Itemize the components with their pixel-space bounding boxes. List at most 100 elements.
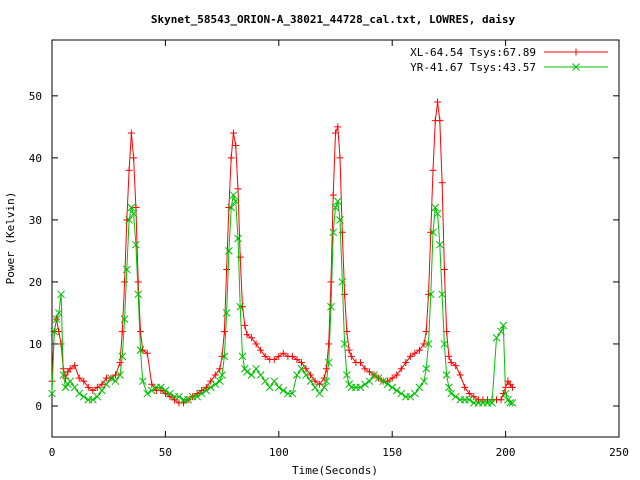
data-point bbox=[325, 340, 333, 348]
data-point bbox=[345, 346, 353, 354]
data-point bbox=[170, 396, 178, 404]
data-point bbox=[424, 340, 433, 348]
data-point bbox=[379, 377, 387, 386]
data-point bbox=[261, 377, 270, 386]
data-point bbox=[225, 247, 233, 255]
data-point bbox=[206, 383, 215, 392]
data-point bbox=[118, 328, 126, 336]
chart-title: Skynet_58543_ORION-A_38021_44728_cal.txt… bbox=[151, 13, 516, 26]
data-point bbox=[236, 302, 245, 311]
x-tick-label: 0 bbox=[49, 446, 56, 459]
data-point bbox=[211, 371, 219, 379]
data-point bbox=[193, 392, 202, 401]
y-tick-label: 20 bbox=[29, 276, 42, 289]
data-point bbox=[429, 166, 437, 174]
data-point bbox=[166, 393, 174, 401]
data-point bbox=[447, 359, 455, 367]
data-point bbox=[438, 179, 446, 187]
data-point bbox=[198, 386, 206, 394]
data-point bbox=[447, 389, 456, 398]
data-point bbox=[366, 368, 374, 376]
x-tick-label: 100 bbox=[269, 446, 289, 459]
data-point bbox=[238, 352, 247, 361]
data-point bbox=[143, 389, 152, 398]
data-point bbox=[392, 386, 401, 395]
data-point bbox=[243, 331, 251, 339]
data-point bbox=[55, 328, 63, 336]
data-point bbox=[440, 340, 449, 348]
data-point bbox=[79, 392, 88, 401]
data-point bbox=[197, 389, 206, 398]
data-point bbox=[434, 98, 442, 106]
data-point bbox=[125, 166, 133, 174]
data-point bbox=[93, 383, 101, 391]
data-point bbox=[322, 377, 331, 386]
data-point bbox=[59, 371, 68, 379]
data-point bbox=[297, 359, 305, 367]
x-tick-label: 200 bbox=[496, 446, 516, 459]
legend-label: YR-41.67 Tsys:43.57 bbox=[410, 61, 536, 74]
data-point bbox=[252, 340, 260, 348]
data-point bbox=[120, 315, 129, 323]
data-point bbox=[80, 377, 88, 385]
data-point bbox=[435, 240, 444, 249]
data-point bbox=[411, 349, 419, 357]
data-point bbox=[54, 309, 63, 317]
data-point bbox=[202, 383, 210, 391]
series-2 bbox=[48, 191, 517, 407]
data-point bbox=[338, 278, 347, 286]
data-point bbox=[397, 365, 405, 373]
data-point bbox=[426, 290, 435, 299]
data-point bbox=[202, 386, 211, 395]
data-point bbox=[48, 389, 56, 398]
data-point bbox=[57, 290, 65, 299]
data-point bbox=[336, 154, 344, 162]
data-point bbox=[143, 349, 151, 357]
data-point bbox=[497, 327, 505, 336]
data-point bbox=[397, 389, 406, 398]
data-point bbox=[122, 265, 131, 274]
data-point bbox=[508, 383, 516, 391]
data-point bbox=[136, 346, 145, 355]
x-axis-label: Time(Seconds) bbox=[292, 464, 378, 477]
data-point bbox=[420, 377, 428, 386]
data-point bbox=[127, 129, 135, 137]
data-point bbox=[374, 374, 383, 382]
data-point bbox=[236, 253, 244, 261]
data-point bbox=[261, 352, 269, 360]
data-point bbox=[436, 117, 444, 125]
data-point bbox=[161, 386, 170, 395]
data-point bbox=[229, 129, 237, 137]
data-point bbox=[216, 365, 224, 373]
data-point bbox=[331, 203, 340, 212]
y-tick-label: 40 bbox=[29, 152, 42, 165]
data-point bbox=[361, 365, 369, 373]
data-point bbox=[415, 383, 424, 392]
data-point bbox=[442, 371, 451, 379]
data-point bbox=[315, 389, 324, 398]
data-point bbox=[333, 197, 342, 206]
data-point bbox=[274, 383, 283, 392]
data-point bbox=[222, 309, 231, 317]
y-tick-label: 30 bbox=[29, 214, 42, 227]
data-point bbox=[270, 355, 278, 363]
data-point bbox=[383, 380, 392, 389]
data-point bbox=[132, 203, 140, 211]
data-point bbox=[302, 371, 310, 379]
data-point bbox=[384, 377, 392, 385]
data-point bbox=[116, 359, 124, 367]
data-point bbox=[342, 371, 351, 379]
data-point bbox=[322, 365, 330, 373]
data-point bbox=[288, 352, 296, 360]
data-point bbox=[157, 383, 165, 392]
data-point bbox=[297, 364, 306, 373]
data-point bbox=[456, 371, 464, 379]
legend-label: XL-64.54 Tsys:67.89 bbox=[410, 46, 536, 59]
data-point bbox=[293, 355, 301, 363]
data-point bbox=[157, 386, 165, 394]
data-point bbox=[501, 389, 510, 398]
data-point bbox=[88, 395, 97, 404]
data-point bbox=[70, 383, 79, 392]
x-tick-label: 150 bbox=[382, 446, 402, 459]
data-point bbox=[223, 266, 231, 274]
